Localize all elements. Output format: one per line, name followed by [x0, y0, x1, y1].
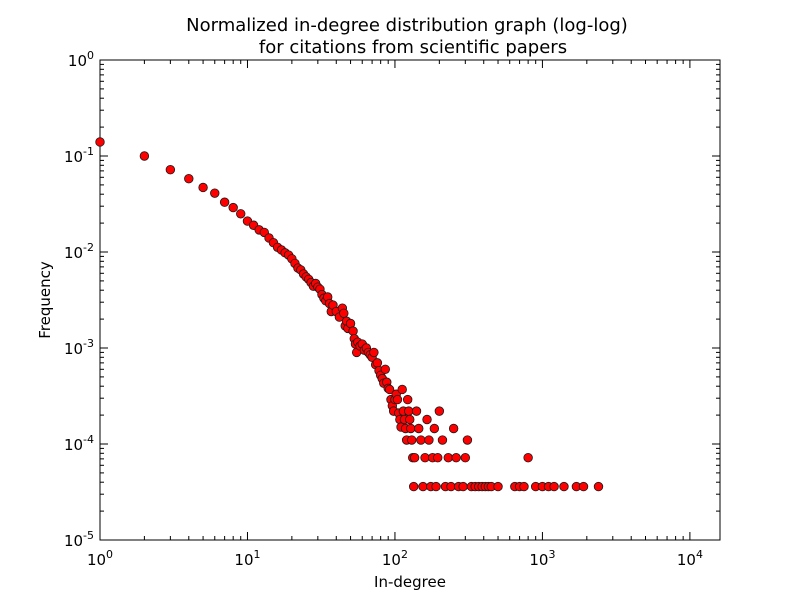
chart-title-line-1: Normalized in-degree distribution graph … — [186, 15, 628, 36]
data-point — [593, 481, 604, 492]
y-tick-label: 10-3 — [64, 337, 94, 358]
data-point — [228, 202, 238, 213]
data-point — [406, 423, 416, 434]
data-point — [407, 435, 417, 445]
y-tick-label: 10-1 — [64, 145, 94, 166]
axis-tick-labels: 100 101 102 103 104 100 10-1 10-2 10-3 10-4 10-5 — [64, 49, 703, 569]
data-point — [198, 182, 208, 193]
plot-area-frame — [99, 59, 721, 541]
data-point — [460, 452, 471, 463]
data-point — [165, 164, 176, 175]
data-point — [380, 364, 390, 374]
y-tick-label: 10-4 — [64, 433, 94, 454]
y-axis-label: Frequency — [36, 261, 54, 339]
y-tick-label: 100 — [68, 49, 94, 70]
data-point — [372, 358, 383, 368]
data-point — [409, 452, 420, 463]
data-point — [339, 308, 349, 318]
y-tick-label: 10-5 — [64, 529, 94, 550]
data-point — [559, 481, 569, 492]
data-point — [578, 481, 589, 492]
data-point — [418, 481, 428, 492]
data-point — [219, 197, 230, 207]
data-point — [429, 423, 440, 434]
data-point — [458, 481, 468, 492]
data-point — [405, 414, 415, 425]
data-point — [408, 481, 419, 492]
data-point — [493, 481, 503, 492]
data-point — [549, 481, 559, 492]
x-tick-label: 101 — [234, 548, 260, 569]
data-point — [404, 406, 414, 416]
chart-title-line-2: for citations from scientific papers — [259, 37, 567, 58]
data-points — [95, 137, 604, 492]
data-point — [369, 347, 379, 358]
data-point — [451, 452, 461, 463]
data-point — [437, 435, 448, 445]
data-point — [397, 384, 407, 395]
data-point — [424, 435, 434, 445]
data-point — [416, 435, 426, 445]
data-point — [433, 452, 443, 463]
data-point — [236, 209, 246, 219]
data-point — [431, 481, 441, 492]
data-point — [448, 423, 459, 434]
x-axis-label: In-degree — [374, 573, 446, 591]
data-point — [411, 406, 422, 416]
data-point — [348, 326, 358, 336]
data-point — [210, 188, 220, 198]
data-point — [443, 452, 453, 463]
y-tick-label: 10-2 — [64, 241, 94, 262]
data-point — [422, 414, 432, 425]
x-tick-label: 100 — [87, 548, 113, 569]
data-point — [95, 137, 105, 147]
data-point — [402, 394, 413, 405]
data-point — [523, 452, 533, 463]
x-tick-label: 103 — [529, 548, 555, 569]
x-tick-label: 104 — [677, 548, 703, 569]
data-point — [184, 174, 194, 184]
data-point — [462, 435, 473, 445]
x-tick-label: 102 — [382, 548, 408, 569]
chart-title: Normalized in-degree distribution graph … — [186, 15, 628, 58]
data-point — [414, 423, 424, 434]
data-point — [519, 481, 529, 492]
axis-ticks — [99, 59, 720, 541]
data-point — [139, 151, 150, 161]
data-point — [384, 384, 395, 395]
data-point — [434, 406, 445, 416]
data-point — [392, 394, 403, 405]
